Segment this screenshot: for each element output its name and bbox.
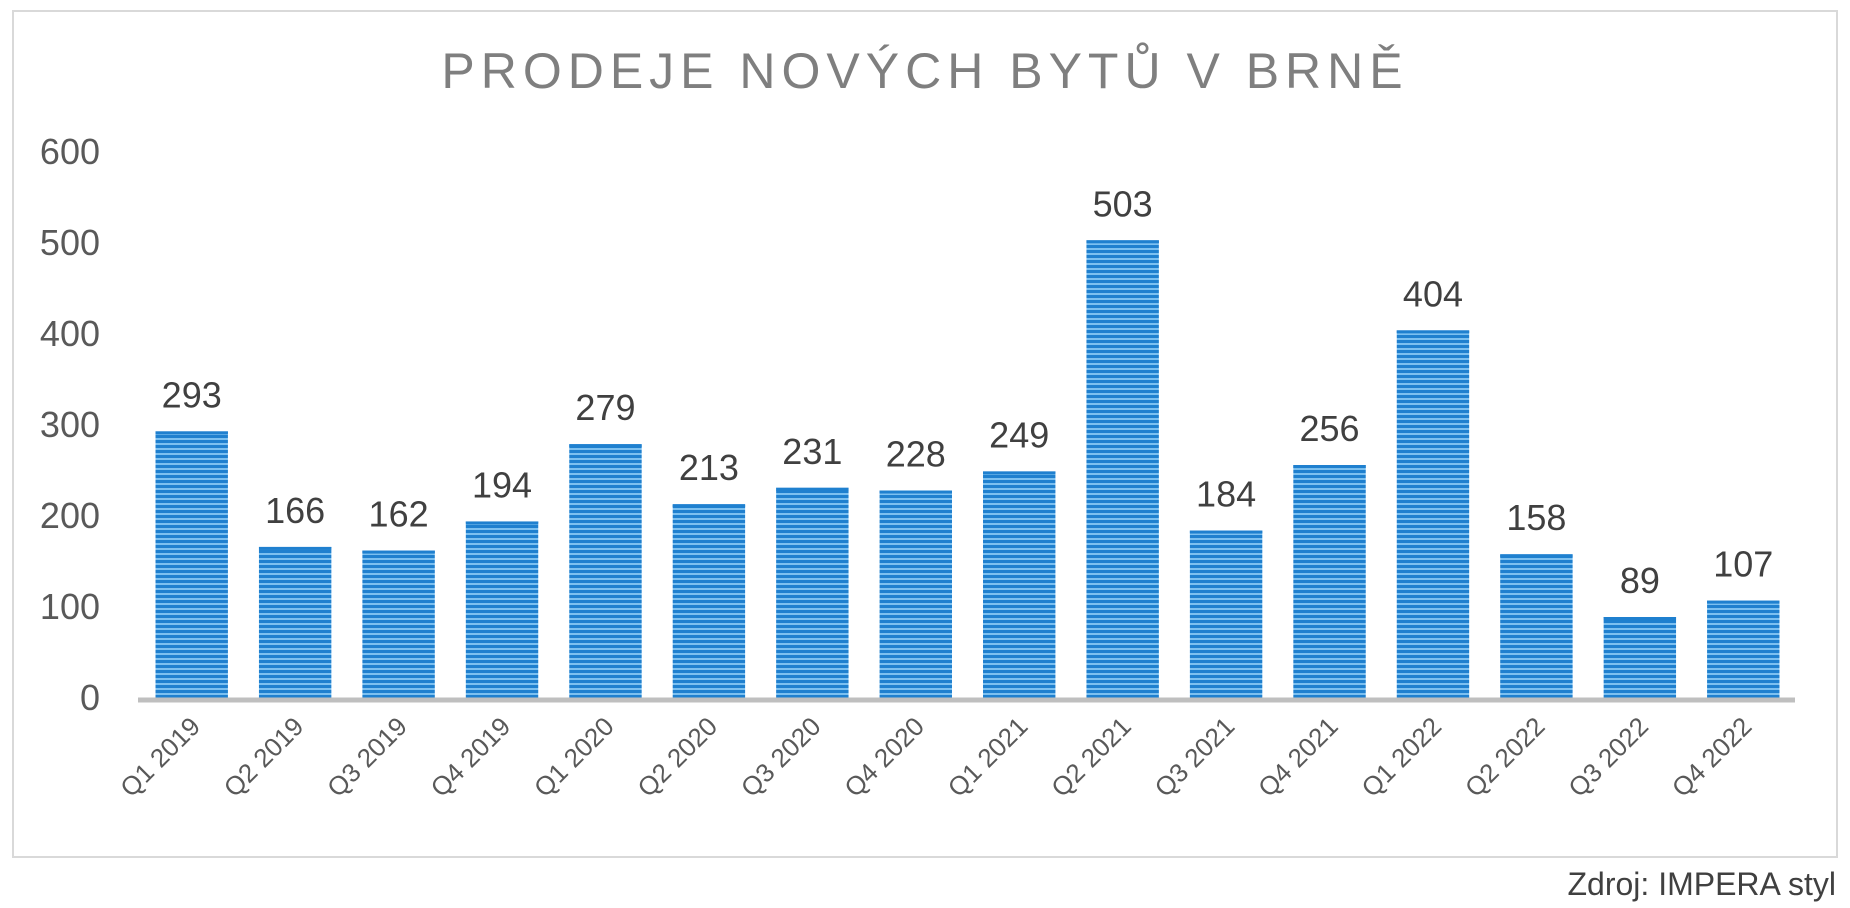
bar <box>1500 554 1573 698</box>
y-tick-label: 300 <box>40 404 100 445</box>
x-tick-label: Q2 2021 <box>1045 711 1137 803</box>
bar <box>155 431 228 698</box>
data-label: 231 <box>782 431 842 472</box>
bar-top-edge <box>1603 617 1677 621</box>
x-tick-label: Q2 2022 <box>1459 711 1551 803</box>
bar-top-edge <box>879 490 952 494</box>
chart-frame <box>12 10 1838 858</box>
bar-top-edge <box>1707 600 1780 604</box>
x-tick-label: Q1 2019 <box>114 711 206 803</box>
data-label: 213 <box>679 447 739 488</box>
x-tick-label: Q4 2022 <box>1666 711 1758 803</box>
y-tick-label: 600 <box>40 131 100 172</box>
bar <box>1086 240 1159 698</box>
bar-top-edge <box>983 471 1056 475</box>
bar-top-edge <box>1500 554 1573 558</box>
y-tick-label: 200 <box>40 495 100 536</box>
x-tick-label: Q2 2019 <box>218 711 310 803</box>
bar <box>569 444 642 698</box>
data-label: 162 <box>369 494 429 535</box>
x-axis: Q1 2019 Q2 2019 Q3 2019 Q4 2019 Q1 2020 Q2 20… <box>114 697 1795 803</box>
x-tick-label: Q4 2019 <box>425 711 517 803</box>
data-label: 404 <box>1403 273 1463 314</box>
bar-top-edge <box>569 444 642 448</box>
x-tick-label: Q3 2020 <box>735 711 827 803</box>
bar-top-edge <box>672 504 746 508</box>
data-label: 228 <box>886 434 946 475</box>
bar <box>1603 617 1677 698</box>
y-tick-label: 400 <box>40 313 100 354</box>
data-label: 89 <box>1620 560 1660 601</box>
data-label: 184 <box>1196 474 1256 515</box>
bar <box>776 487 849 698</box>
data-label: 293 <box>162 374 222 415</box>
data-label: 107 <box>1713 544 1773 585</box>
bar-top-edge <box>1293 465 1366 469</box>
x-tick-label: Q3 2019 <box>321 711 413 803</box>
data-label: 256 <box>1299 408 1359 449</box>
bar <box>362 550 435 698</box>
x-tick-label: Q3 2022 <box>1562 711 1654 803</box>
bar-top-edge <box>1086 240 1159 244</box>
y-axis: 0 100 200 300 400 500 600 <box>40 131 100 718</box>
data-label: 194 <box>472 464 532 505</box>
data-label: 249 <box>989 414 1049 455</box>
data-label: 279 <box>575 387 635 428</box>
bar <box>672 504 746 698</box>
y-tick-label: 100 <box>40 586 100 627</box>
x-tick-label: Q2 2020 <box>631 711 723 803</box>
x-tick-label: Q1 2020 <box>528 711 620 803</box>
bars <box>155 240 1780 698</box>
y-tick-label: 0 <box>80 677 100 718</box>
data-label: 166 <box>265 490 325 531</box>
bar <box>879 490 952 698</box>
bar <box>258 546 332 698</box>
y-tick-label: 500 <box>40 222 100 263</box>
x-tick-label: Q4 2020 <box>838 711 930 803</box>
bar-top-edge <box>258 546 332 550</box>
data-label: 503 <box>1093 183 1153 224</box>
bar <box>1293 465 1366 698</box>
bar-top-edge <box>1189 530 1263 534</box>
x-tick-label: Q1 2021 <box>942 711 1034 803</box>
bar-top-edge <box>362 550 435 554</box>
x-tick-label: Q1 2022 <box>1355 711 1447 803</box>
bar-top-edge <box>1396 330 1470 334</box>
bar-top-edge <box>465 521 539 525</box>
x-tick-label: Q4 2021 <box>1252 711 1344 803</box>
x-tick-label: Q3 2021 <box>1149 711 1241 803</box>
bar <box>1396 330 1470 698</box>
data-label: 158 <box>1506 497 1566 538</box>
bar-top-edge <box>776 487 849 491</box>
chart-title: PRODEJE NOVÝCH BYTŮ V BRNĚ <box>441 42 1408 99</box>
bar <box>465 521 539 698</box>
bar <box>983 471 1056 698</box>
data-labels: 293 166 162 194 279 213 231 228 249 503 184 256 404 1… <box>162 183 1774 601</box>
source-note: Zdroj: IMPERA styl <box>1567 866 1837 902</box>
bar <box>1707 600 1780 698</box>
bar-top-edge <box>155 431 228 435</box>
bar <box>1189 530 1263 698</box>
